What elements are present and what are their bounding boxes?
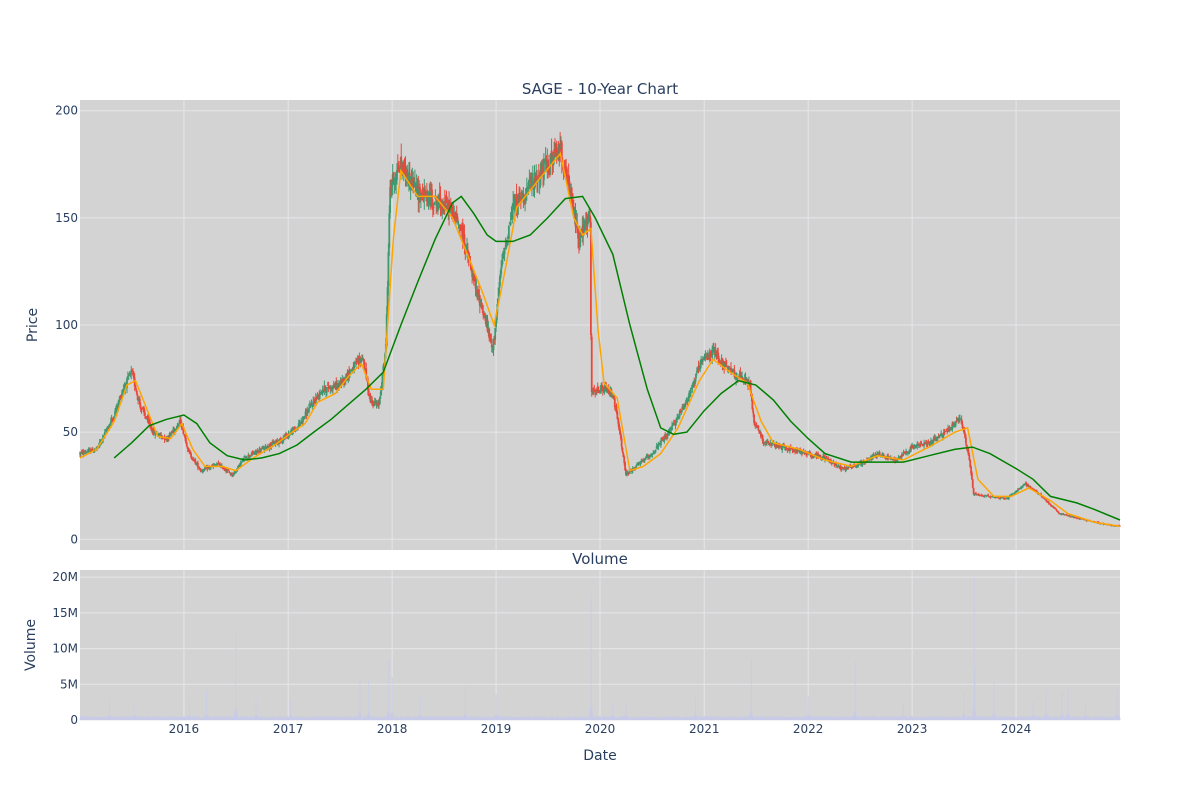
candle-body <box>591 337 593 392</box>
price-y-tick-label: 0 <box>70 532 78 546</box>
candle-body <box>205 468 207 469</box>
candle-body <box>985 495 987 496</box>
candle-body <box>510 222 512 225</box>
candle-body <box>478 289 480 295</box>
candle-body <box>432 203 434 206</box>
candle-body <box>972 479 974 487</box>
candle-body <box>458 223 460 225</box>
candle-body <box>671 426 673 430</box>
candle-body <box>532 178 534 179</box>
candle-body <box>826 456 828 458</box>
candle-body <box>741 376 743 377</box>
price-y-tick-label: 200 <box>55 104 78 118</box>
candle-body <box>726 366 728 367</box>
candle-body <box>965 437 967 443</box>
candle-body <box>457 217 459 221</box>
candle-body <box>921 443 923 444</box>
candle-body <box>508 226 510 239</box>
volume-bar <box>235 632 236 720</box>
candle-body <box>728 366 730 367</box>
candle-body <box>971 473 973 480</box>
candle-body <box>879 452 881 455</box>
volume-subplot-title: Volume <box>572 550 628 568</box>
candle-body <box>847 468 849 469</box>
candle-body <box>655 450 657 451</box>
candle-body <box>118 400 120 402</box>
candle-body <box>308 408 310 412</box>
candle-body <box>771 444 773 445</box>
candle-body <box>968 455 970 460</box>
candle-body <box>635 466 637 468</box>
candle-body <box>848 467 850 468</box>
price-y-tick-label: 50 <box>63 425 78 439</box>
chart-title: SAGE - 10-Year Chart <box>522 80 678 98</box>
candle-body <box>934 437 936 440</box>
candle-body <box>644 460 646 461</box>
price-y-tick-label: 150 <box>55 211 78 225</box>
candle-body <box>711 349 713 358</box>
candle-body <box>388 252 390 286</box>
candle-body <box>1056 510 1058 511</box>
candle-body <box>622 448 624 452</box>
candle-body <box>431 190 433 200</box>
candle-body <box>660 441 662 446</box>
candle-body <box>752 410 754 413</box>
candle-body <box>519 193 521 195</box>
price-y-tick-label: 100 <box>55 318 78 332</box>
candle-body <box>702 360 704 362</box>
candle-body <box>543 163 545 180</box>
candle-body <box>326 387 328 392</box>
candle-body <box>86 453 88 454</box>
price-y-tick-labels: 0 50 100 150 200 <box>55 104 78 547</box>
candle-body <box>434 203 436 206</box>
candle-body <box>433 207 435 208</box>
price-y-axis-title: Price <box>25 308 41 342</box>
candle-body <box>986 496 988 497</box>
candle-body <box>621 438 623 446</box>
volume-bar <box>591 594 592 720</box>
candle-body <box>973 488 975 494</box>
candle-body <box>757 426 759 430</box>
candle-body <box>754 422 756 424</box>
candle-body <box>260 449 262 451</box>
candle-body <box>645 459 647 460</box>
candle-body <box>210 467 212 468</box>
candle-body <box>144 413 146 416</box>
candle-body <box>657 445 659 447</box>
candle-body <box>406 169 408 177</box>
candle-body <box>136 394 138 396</box>
candle-body <box>500 268 502 274</box>
candle-body <box>249 456 251 457</box>
candle-body <box>186 443 188 446</box>
candle-body <box>806 454 808 455</box>
